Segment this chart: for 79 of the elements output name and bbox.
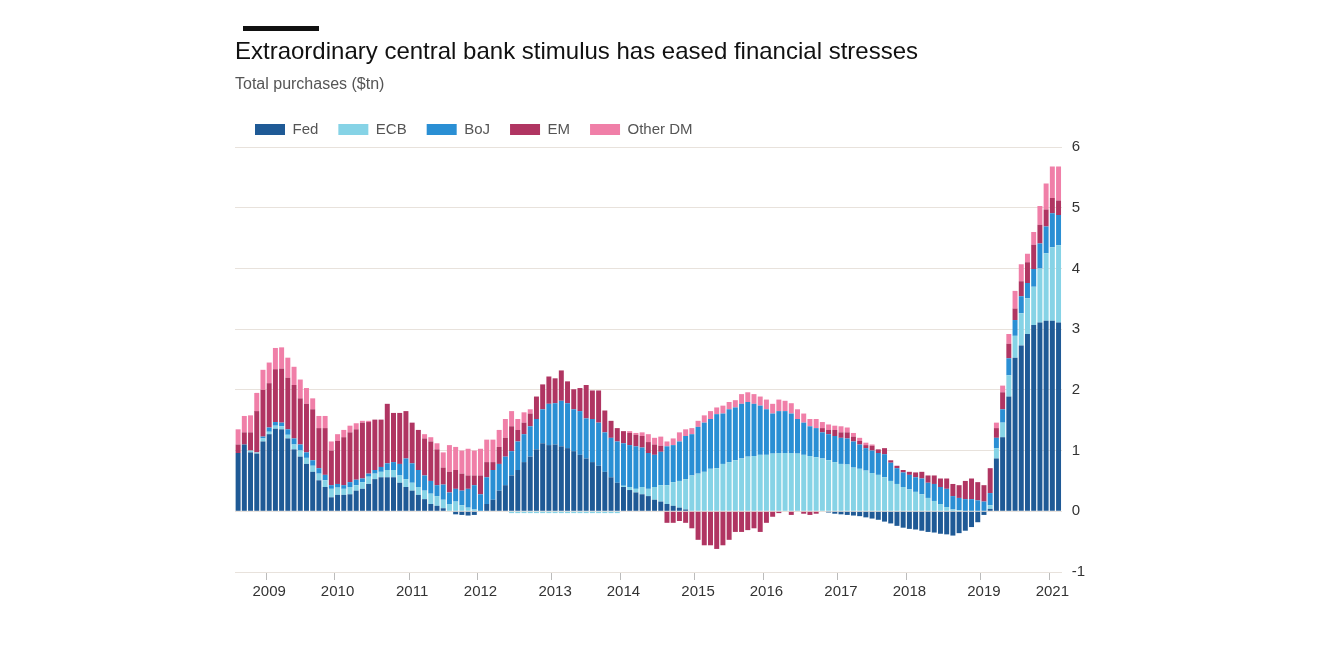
bar — [1037, 224, 1043, 244]
bar — [297, 450, 303, 457]
bar — [260, 369, 266, 390]
legend-label: ECB — [375, 119, 407, 137]
bar — [664, 511, 670, 523]
bar — [1000, 392, 1006, 410]
x-tick-label: 2019 — [967, 582, 1001, 600]
y-tick-label: 2 — [1071, 380, 1081, 397]
chart-title: Extraordinary central bank stimulus has eased financial stresses — [235, 37, 918, 65]
bar — [850, 432, 856, 437]
bar — [993, 448, 999, 459]
bar — [1006, 375, 1012, 397]
y-tick-label: -1 — [1071, 562, 1086, 580]
bar — [285, 429, 291, 435]
bar — [310, 465, 316, 472]
legend-label: BoJ — [464, 119, 491, 137]
bar — [372, 470, 378, 474]
bar — [366, 473, 372, 477]
x-tick-label: 2011 — [396, 582, 429, 600]
x-tick-label: 2021 — [1035, 582, 1070, 600]
bar — [297, 444, 303, 451]
bar — [857, 440, 863, 445]
bar — [353, 423, 359, 430]
bar — [322, 480, 328, 487]
bar — [1037, 243, 1043, 269]
bar — [987, 468, 993, 494]
bar — [987, 493, 993, 506]
x-tick-label: 2018 — [892, 582, 927, 600]
bar — [1006, 343, 1012, 359]
bar — [322, 415, 328, 429]
x-tick-label: 2012 — [463, 582, 498, 600]
bar — [1037, 205, 1043, 225]
x-tick-label: 2009 — [252, 582, 286, 600]
bar — [1012, 290, 1018, 309]
bar — [1000, 409, 1006, 423]
bar — [857, 437, 863, 441]
bar — [266, 427, 272, 432]
chart-subtitle: Total purchases ($tn) — [235, 74, 385, 92]
bar — [888, 460, 894, 463]
bar — [328, 441, 334, 451]
bar — [993, 422, 999, 429]
y-tick-label: 3 — [1071, 319, 1081, 337]
bar — [1006, 334, 1012, 344]
y-tick-label: 1 — [1071, 440, 1081, 458]
bar — [440, 508, 446, 511]
bar — [322, 474, 328, 481]
bar — [1000, 385, 1006, 393]
y-tick-label: 5 — [1071, 197, 1081, 215]
legend-label: Other DM — [627, 119, 693, 137]
bar — [316, 468, 322, 474]
bar — [316, 415, 322, 429]
bar — [1018, 264, 1024, 282]
x-tick-label: 2014 — [606, 582, 641, 600]
x-tick-label: 2010 — [320, 582, 355, 600]
bar — [1006, 358, 1012, 376]
x-tick-label: 2016 — [749, 582, 784, 600]
bar — [310, 460, 316, 466]
bar — [235, 444, 241, 453]
legend-label: EM — [547, 119, 571, 137]
bar — [303, 452, 309, 458]
bar — [788, 511, 794, 515]
bar — [1000, 422, 1006, 438]
y-tick-label: 6 — [1071, 137, 1081, 155]
bar — [303, 457, 309, 464]
x-tick-label: 2013 — [538, 582, 572, 600]
bar — [1012, 320, 1018, 336]
y-tick-label: 0 — [1071, 501, 1081, 519]
bar — [1012, 308, 1018, 321]
x-tick-label: 2015 — [681, 582, 715, 600]
bar — [291, 438, 297, 445]
bar — [1024, 253, 1030, 263]
y-tick-label: 4 — [1071, 258, 1081, 276]
legend-label: Fed — [292, 119, 319, 137]
bar — [254, 392, 260, 412]
bar — [1031, 232, 1037, 245]
bar — [316, 473, 322, 481]
bar — [993, 437, 999, 449]
x-tick-label: 2017 — [824, 582, 858, 600]
bar — [993, 428, 999, 438]
